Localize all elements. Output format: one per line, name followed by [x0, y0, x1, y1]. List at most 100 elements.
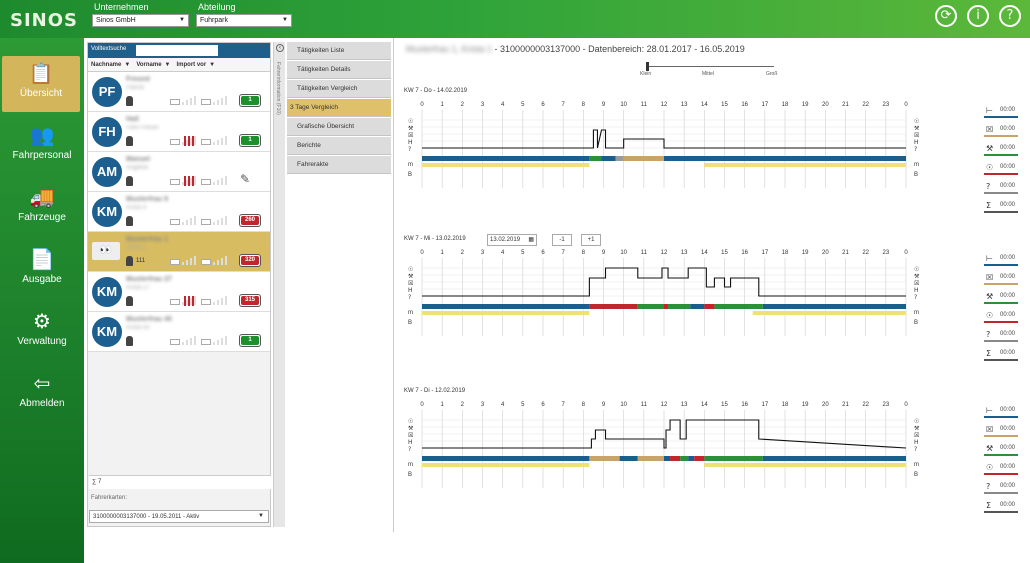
tab-0[interactable]: Tätigkeiten Liste: [287, 42, 391, 60]
hour-label: 18: [782, 402, 789, 408]
row-letter: B: [408, 172, 412, 178]
next-day-button[interactable]: +1: [581, 234, 601, 246]
col-import[interactable]: Import vor: [176, 61, 207, 68]
activity-line: [422, 419, 907, 449]
legend-color-bar: [984, 511, 1018, 513]
driver-firstname: Krista 40: [126, 325, 150, 331]
legend-color-bar: [984, 416, 1018, 418]
filter-icon[interactable]: ▼: [124, 61, 131, 68]
sum-row: ∑ 7: [89, 475, 271, 489]
signal-icon: [182, 175, 196, 185]
card-icon: [170, 179, 180, 185]
card-icon: [170, 299, 180, 305]
legend-time: 00:00: [1000, 202, 1016, 208]
driver-row[interactable]: KM Musterfrau 40 Krista 40 1: [88, 312, 270, 352]
tab-6[interactable]: Fahrerakte: [287, 156, 391, 174]
legend-row: Σ 00:00: [984, 501, 1024, 520]
company-value: Sinos GmbH: [96, 17, 136, 24]
driver-firstname: Patrick: [126, 85, 145, 91]
hour-label: 9: [602, 250, 606, 256]
prev-day-button[interactable]: -1: [552, 234, 572, 246]
tab-3[interactable]: 3 Tage Vergleich: [287, 99, 391, 117]
sidebar-item-fahrzeuge[interactable]: 🚚 Fahrzeuge: [0, 180, 84, 236]
filter-icon[interactable]: ▼: [209, 61, 216, 68]
hour-label: 8: [582, 102, 586, 108]
tab-1[interactable]: Tätigkeiten Details: [287, 61, 391, 79]
activity-segment: [589, 304, 638, 309]
sum-icon: Σ: [986, 501, 992, 510]
hour-label: 0: [904, 102, 908, 108]
row-letter: m: [914, 462, 919, 468]
day-chart: 0 1 2 3 4 5 6 7 8 9 10 11 12 13 14 15 16 17 18 19 20 21 22 23 0☉…: [408, 250, 920, 336]
driver-row[interactable]: KM Musterfrau 27 Krista 27 315: [88, 272, 270, 312]
driver-row[interactable]: PF Freund Patrick 1: [88, 72, 270, 112]
slider-knob[interactable]: [646, 62, 649, 71]
hour-label: 19: [802, 102, 809, 108]
status-badge[interactable]: 1: [239, 334, 261, 347]
driver-lastname: Freund: [126, 76, 150, 83]
search-input[interactable]: [136, 45, 218, 56]
status-badge[interactable]: 1: [239, 94, 261, 107]
calendar-icon[interactable]: ▦: [528, 237, 534, 243]
legend-row: ☉ 00:00: [984, 163, 1024, 182]
info-icon[interactable]: i: [967, 5, 989, 27]
legend-color-bar: [984, 283, 1018, 285]
status-badge[interactable]: 260: [239, 214, 261, 227]
col-nachname[interactable]: Nachname: [91, 61, 122, 68]
hour-label: 20: [822, 250, 829, 256]
driver-row[interactable]: FH Hall Felix Florian 1: [88, 112, 270, 152]
unknown-icon: ?: [986, 330, 991, 339]
card-icon: [201, 299, 211, 305]
card-icon: [170, 339, 180, 345]
driver-row[interactable]: AM Manuel Angebot ✎: [88, 152, 270, 192]
company-select[interactable]: Sinos GmbH ▼: [92, 14, 189, 27]
sync-icon[interactable]: ⟳: [935, 5, 957, 27]
help-icon[interactable]: ?: [999, 5, 1021, 27]
signal-icon: [182, 135, 196, 145]
footer-space: [84, 532, 1030, 563]
hour-label: 15: [721, 250, 728, 256]
date-input[interactable]: 13.02.2019 ▦: [487, 234, 537, 246]
column-header: Nachname ▼ Vorname ▼ Import vor ▼: [88, 58, 270, 72]
legend-row: Σ 00:00: [984, 349, 1024, 368]
col-vorname[interactable]: Vorname: [136, 61, 162, 68]
activity-row-icon: ⚒: [914, 125, 920, 132]
activity-segment: [619, 456, 638, 461]
driver-row[interactable]: KM Musterfrau 9 Krista 9 260: [88, 192, 270, 232]
activity-row-icon: ☒: [408, 280, 413, 287]
legend-color-bar: [984, 211, 1018, 213]
avatar: AM: [92, 157, 122, 187]
activity-row-icon: ☉: [914, 118, 919, 125]
legend-color-bar: [984, 321, 1018, 323]
sidebar-item-fahrpersonal[interactable]: 👥 Fahrpersonal: [0, 118, 84, 174]
card-select[interactable]: 3100000003137000 - 19.05.2011 - Aktiv ▼: [89, 510, 269, 523]
collapse-splitter[interactable]: ‹ Fahrerinformation (F10): [273, 42, 285, 527]
department-select[interactable]: Fuhrpark ▼: [196, 14, 292, 27]
day-chart: 0 1 2 3 4 5 6 7 8 9 10 11 12 13 14 15 16 17 18 19 20 21 22 23 0☉…: [408, 102, 920, 188]
status-badge[interactable]: 320: [239, 254, 261, 267]
tab-5[interactable]: Berichte: [287, 137, 391, 155]
hour-label: 2: [461, 402, 465, 408]
tab-4[interactable]: Grafische Übersicht: [287, 118, 391, 136]
zoom-slider[interactable]: Klein Mittel Groß: [640, 62, 777, 84]
sidebar-item-ausgabe[interactable]: 📄 Ausgabe: [0, 242, 84, 298]
status-badge[interactable]: 1: [239, 134, 261, 147]
signal-icon: [213, 255, 227, 265]
activity-segment: [664, 156, 906, 161]
tab-2[interactable]: Tätigkeiten Vergleich: [287, 80, 391, 98]
edit-icon[interactable]: ✎: [240, 172, 251, 186]
hour-label: 0: [420, 402, 424, 408]
collapse-icon[interactable]: ‹: [276, 44, 284, 52]
sidebar-item-verwaltung[interactable]: ⚙ Verwaltung: [0, 304, 84, 360]
sum-icon: Σ: [986, 349, 992, 358]
driver-row[interactable]: 👀 Musterfrau 1 Krista 1 111 320: [88, 232, 270, 272]
activity-row-icon: ?: [408, 294, 411, 301]
search-bar: Volltextsuche: [88, 43, 270, 58]
sidebar-item-uebersicht[interactable]: 📋 Übersicht: [2, 56, 80, 112]
sidebar-item-label: Fahrpersonal: [12, 150, 72, 161]
status-badge[interactable]: 315: [239, 294, 261, 307]
driver-lastname: Hall: [126, 116, 139, 123]
filter-icon[interactable]: ▼: [164, 61, 171, 68]
hour-label: 2: [461, 250, 465, 256]
sidebar-item-abmelden[interactable]: ⇦ Abmelden: [0, 366, 84, 422]
